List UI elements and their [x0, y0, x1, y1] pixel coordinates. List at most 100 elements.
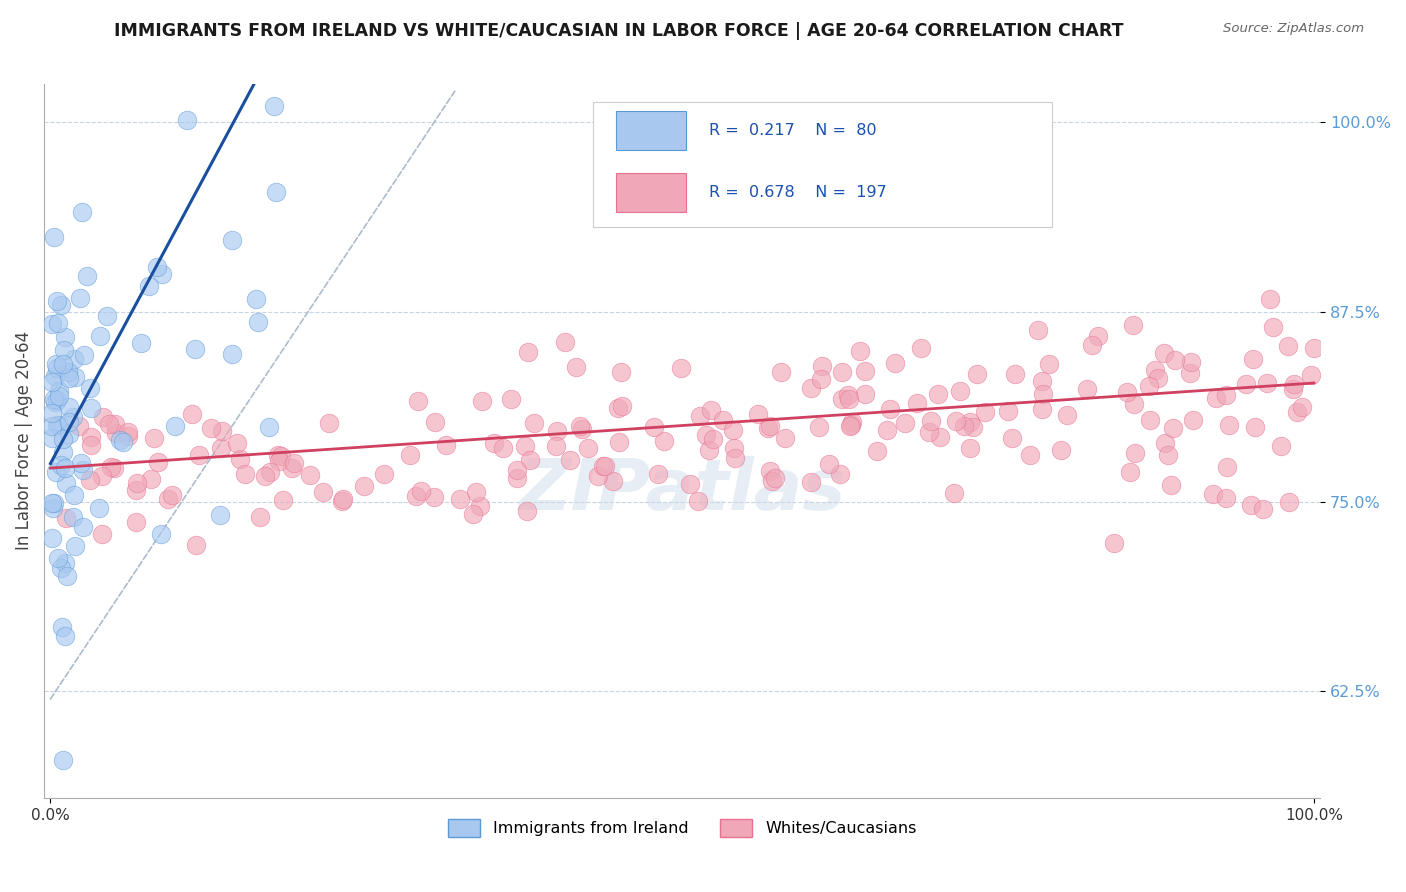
Point — [52, 357, 75, 371]
Point — [759, 418, 782, 433]
Point — [515, 439, 537, 453]
Point — [245, 292, 267, 306]
Point — [464, 484, 486, 499]
Point — [697, 442, 720, 457]
Point — [953, 419, 976, 434]
Point — [554, 335, 576, 350]
Point — [221, 233, 243, 247]
Point — [818, 457, 841, 471]
Point — [918, 425, 941, 439]
Point — [669, 360, 692, 375]
Point — [46, 294, 69, 309]
Point — [724, 451, 747, 466]
Point — [1019, 448, 1042, 462]
Point — [141, 472, 163, 486]
Point — [1056, 408, 1078, 422]
Point — [42, 501, 65, 516]
Point — [52, 432, 75, 446]
Point — [63, 488, 86, 502]
Point — [70, 456, 93, 470]
Point — [270, 449, 292, 463]
Point — [100, 460, 122, 475]
Point — [1205, 391, 1227, 405]
Point — [72, 520, 94, 534]
Point — [46, 360, 69, 375]
Point — [62, 510, 84, 524]
Point — [482, 435, 505, 450]
Point — [571, 422, 593, 436]
Point — [927, 387, 949, 401]
Point — [148, 455, 170, 469]
Point — [652, 434, 675, 448]
Point — [266, 449, 288, 463]
Point — [929, 430, 952, 444]
Point — [332, 493, 354, 508]
Point — [544, 439, 567, 453]
Point — [41, 318, 63, 332]
Point — [249, 510, 271, 524]
Point — [49, 298, 72, 312]
Point — [523, 416, 546, 430]
Point — [42, 230, 65, 244]
Point — [1137, 379, 1160, 393]
Point — [406, 393, 429, 408]
Point — [1031, 402, 1053, 417]
Point — [80, 429, 103, 443]
Point — [209, 508, 232, 522]
Bar — [616, 173, 686, 212]
Point — [90, 469, 112, 483]
Point — [211, 424, 233, 438]
Point — [942, 486, 965, 500]
Point — [506, 471, 529, 485]
Point — [1160, 478, 1182, 492]
Point — [905, 396, 928, 410]
Point — [72, 463, 94, 477]
Point — [1001, 431, 1024, 445]
Point — [96, 310, 118, 324]
Point — [73, 348, 96, 362]
Point — [125, 515, 148, 529]
Point — [409, 484, 432, 499]
Point — [1263, 319, 1285, 334]
Point — [1104, 536, 1126, 550]
Point — [45, 465, 67, 479]
Point — [723, 441, 745, 455]
Point — [263, 99, 285, 113]
Point — [41, 432, 63, 446]
Text: Source: ZipAtlas.com: Source: ZipAtlas.com — [1223, 22, 1364, 36]
Point — [247, 314, 270, 328]
Point — [1282, 382, 1305, 396]
Point — [1277, 339, 1299, 353]
Point — [679, 477, 702, 491]
Point — [103, 461, 125, 475]
Point — [849, 343, 872, 358]
Point — [46, 317, 69, 331]
Point — [1026, 323, 1049, 337]
Point — [1270, 439, 1292, 453]
Point — [56, 365, 79, 379]
Point — [63, 539, 86, 553]
Point — [145, 260, 167, 274]
Point — [506, 463, 529, 477]
Point — [1234, 376, 1257, 391]
Point — [125, 483, 148, 497]
Point — [702, 433, 724, 447]
Point — [254, 469, 277, 483]
Point — [948, 384, 970, 398]
Point — [853, 364, 876, 378]
Point — [839, 417, 862, 432]
Point — [595, 458, 617, 473]
Point — [41, 531, 63, 545]
Point — [761, 474, 783, 488]
Point — [104, 417, 127, 431]
Point — [831, 365, 853, 379]
Point — [1080, 338, 1102, 352]
Point — [52, 445, 75, 459]
Point — [257, 420, 280, 434]
Point — [46, 418, 69, 433]
Point — [58, 426, 80, 441]
Point — [759, 464, 782, 478]
Point — [1123, 446, 1146, 460]
Point — [1301, 368, 1323, 383]
Point — [156, 491, 179, 506]
